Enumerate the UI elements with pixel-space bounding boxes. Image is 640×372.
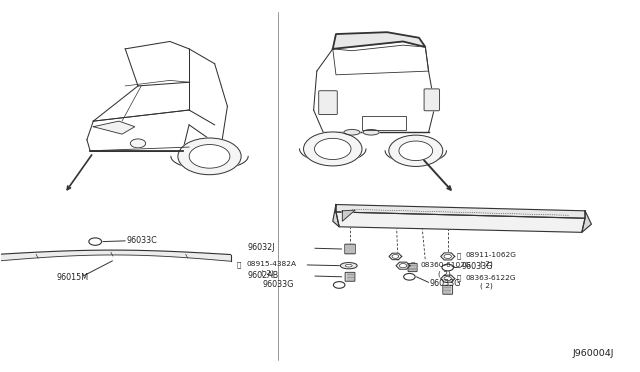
Circle shape: [444, 254, 451, 259]
FancyBboxPatch shape: [345, 272, 355, 281]
Text: 08363-6122G: 08363-6122G: [466, 275, 516, 280]
Circle shape: [399, 141, 433, 161]
Polygon shape: [93, 121, 135, 134]
Polygon shape: [336, 212, 585, 232]
Circle shape: [314, 138, 351, 160]
Text: 08911-1062G: 08911-1062G: [466, 252, 516, 258]
Ellipse shape: [346, 264, 352, 267]
Text: 9602AB: 9602AB: [248, 271, 279, 280]
FancyBboxPatch shape: [408, 263, 417, 272]
Text: J960004J: J960004J: [572, 349, 614, 358]
Polygon shape: [389, 253, 402, 260]
Polygon shape: [333, 205, 339, 227]
Polygon shape: [342, 210, 355, 221]
Polygon shape: [336, 205, 585, 218]
Ellipse shape: [363, 129, 379, 135]
Text: 96033G: 96033G: [462, 262, 493, 271]
FancyBboxPatch shape: [424, 89, 440, 111]
Circle shape: [178, 138, 241, 175]
Circle shape: [444, 276, 451, 281]
Text: 96033C: 96033C: [127, 236, 157, 246]
Polygon shape: [441, 253, 455, 260]
Ellipse shape: [344, 129, 360, 135]
FancyBboxPatch shape: [319, 91, 337, 115]
Circle shape: [303, 132, 362, 166]
Circle shape: [89, 238, 102, 245]
Text: Ⓣ: Ⓣ: [457, 252, 461, 259]
Text: 96033G: 96033G: [430, 279, 461, 288]
Text: 96033G: 96033G: [262, 280, 294, 289]
Text: 96015M: 96015M: [57, 273, 89, 282]
Circle shape: [389, 135, 443, 166]
Polygon shape: [396, 262, 410, 269]
Text: ⒲: ⒲: [411, 261, 415, 268]
Polygon shape: [582, 211, 591, 232]
Text: ( 2): ( 2): [261, 270, 274, 276]
Polygon shape: [333, 32, 426, 49]
Text: ( 2): ( 2): [479, 283, 493, 289]
Circle shape: [333, 282, 345, 288]
Text: ⓘ: ⓘ: [457, 274, 461, 281]
Text: Ⓥ: Ⓥ: [237, 261, 241, 267]
Circle shape: [131, 139, 146, 148]
FancyBboxPatch shape: [345, 244, 355, 254]
Text: ( 2): ( 2): [479, 260, 493, 267]
Text: 08915-4382A: 08915-4382A: [246, 261, 296, 267]
Text: 96032J: 96032J: [248, 243, 275, 252]
Ellipse shape: [340, 263, 357, 269]
Polygon shape: [441, 275, 455, 282]
FancyBboxPatch shape: [443, 285, 452, 294]
Circle shape: [399, 263, 406, 268]
Circle shape: [189, 145, 230, 168]
Polygon shape: [0, 250, 230, 261]
Text: ( 2): ( 2): [438, 270, 451, 277]
Circle shape: [442, 264, 454, 271]
Circle shape: [404, 273, 415, 280]
Text: 08360-6102G: 08360-6102G: [421, 262, 472, 267]
Circle shape: [392, 254, 399, 258]
